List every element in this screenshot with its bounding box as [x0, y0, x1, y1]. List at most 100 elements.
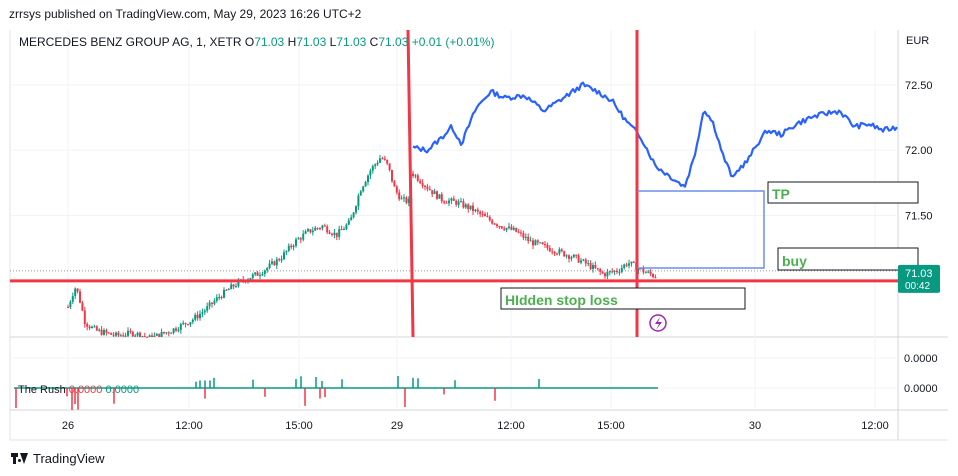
x-tick-label: 29 [391, 420, 403, 432]
candle-body [383, 158, 386, 160]
x-tick-label: 12:00 [497, 420, 525, 432]
tp-label-box [767, 181, 919, 204]
candle-body [407, 198, 410, 203]
candle-body [647, 271, 650, 273]
candle-body [191, 319, 194, 323]
candle-body [599, 269, 602, 272]
candle-body [652, 274, 654, 278]
price-tick-label: 72.00 [905, 145, 933, 157]
candle-body [275, 259, 278, 266]
candle-body [316, 228, 319, 230]
candle-body [503, 228, 506, 230]
tradingview-logo[interactable]: TradingView [11, 451, 105, 466]
candle-body [642, 267, 645, 273]
candle-body [139, 332, 141, 337]
stop-loss-label-box [500, 287, 746, 310]
candle-body [211, 302, 213, 304]
candle-body [613, 270, 616, 272]
candle-body [86, 323, 89, 327]
candle-body [577, 255, 580, 263]
candle-body [136, 332, 139, 336]
candle-body [345, 224, 348, 230]
vertical-marker-line-1 [406, 29, 415, 338]
candle-body [71, 296, 74, 302]
x-tick-label: 12:00 [175, 420, 203, 432]
candle-body [587, 263, 590, 265]
candle-body [388, 163, 391, 170]
candle-body [359, 191, 362, 196]
candle-body [172, 328, 175, 333]
candle-body [644, 272, 647, 274]
candle-body [534, 240, 537, 246]
candle-body [630, 261, 633, 264]
candle-body [122, 335, 125, 337]
candle-body [472, 205, 474, 212]
candle-body [625, 264, 628, 266]
candle-body [556, 253, 558, 255]
candle-body [225, 289, 228, 291]
candle-body [93, 326, 96, 328]
candle-body [438, 194, 441, 199]
candle-body [649, 271, 652, 275]
candle-body [160, 331, 163, 337]
candle-body [155, 333, 158, 336]
candle-body [589, 263, 592, 269]
candle-body [563, 251, 566, 257]
candle-body [249, 277, 252, 280]
candle-body [319, 228, 321, 230]
candle-body [223, 289, 225, 298]
candle-body [544, 244, 546, 246]
candle-body [479, 211, 482, 214]
candle-body [218, 297, 221, 299]
candle-body [486, 216, 489, 218]
candle-body [436, 191, 438, 199]
candle-body [76, 288, 79, 292]
candle-body [620, 267, 623, 272]
candle-body [464, 204, 467, 208]
tp-zone-box [637, 190, 765, 269]
currency-label: EUR [906, 35, 930, 47]
published-caption: zrrsys published on TradingView.com, May… [9, 7, 362, 21]
candle-body [134, 335, 137, 337]
candle-body [311, 230, 314, 233]
candle-body [582, 259, 585, 261]
candle-body [206, 306, 209, 311]
candle-body [107, 332, 110, 334]
candle-body [553, 251, 556, 254]
candle-body [460, 201, 462, 203]
candle-body [532, 240, 534, 246]
candle-body [259, 274, 261, 276]
candle-body [67, 306, 69, 308]
candle-body [263, 270, 266, 275]
candle-body [524, 236, 527, 238]
candle-body [177, 330, 180, 332]
candle-body [632, 261, 635, 263]
change-value: +0.01 (+0.01%) [411, 35, 495, 49]
candle-body [143, 336, 146, 338]
candle-body [199, 313, 201, 319]
candle-body [129, 330, 132, 332]
overlay-line-series [412, 81, 898, 188]
candle-body [551, 251, 554, 253]
candle-body [355, 206, 357, 213]
x-tick-label: 15:00 [597, 420, 625, 432]
candle-body [601, 271, 604, 274]
indicator-value-1: 0.0000 [68, 384, 103, 396]
candle-body [175, 328, 177, 331]
candle-body [347, 220, 350, 225]
candle-body [314, 228, 317, 231]
candle-body [505, 227, 508, 230]
candle-body [208, 302, 211, 307]
candle-body [405, 197, 408, 203]
candle-body [491, 220, 494, 224]
symbol-legend: MERCEDES BENZ GROUP AG, 1, XETR O71.03 H… [19, 35, 494, 49]
candle-body [261, 274, 264, 276]
candle-body [560, 249, 563, 252]
candle-body [103, 330, 105, 335]
candle-body [522, 233, 525, 238]
price-tick-label: 72.50 [905, 80, 933, 92]
candle-body [165, 332, 168, 334]
candle-body [285, 250, 288, 253]
